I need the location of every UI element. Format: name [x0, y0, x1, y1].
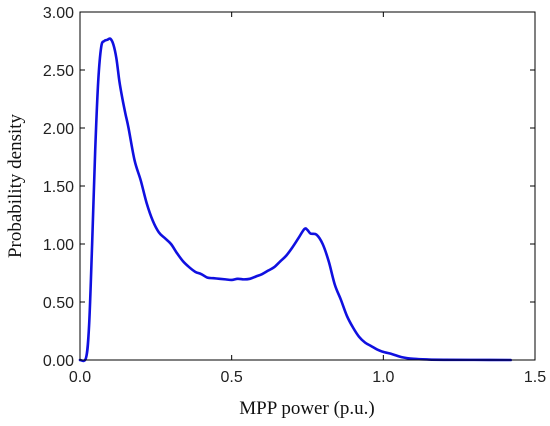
tick-labels: 0.0 0.5 1.0 1.5 0.00 0.50 1.00 1.50 2.00 2.50 3.00: [43, 5, 546, 386]
y-tick-label: 0.00: [43, 353, 74, 370]
y-tick-label: 2.00: [43, 121, 74, 138]
x-tick-label: 0.5: [221, 369, 243, 386]
series-layer: [78, 37, 513, 363]
x-tick-label: 0.0: [69, 369, 91, 386]
x-axis-label: MPP power (p.u.): [239, 398, 374, 419]
x-tick-label: 1.5: [524, 369, 546, 386]
plot-frame: [79, 11, 536, 361]
plot-area: [80, 12, 535, 360]
y-axis-label: Probability density: [5, 113, 26, 258]
x-tick-label: 1.0: [372, 369, 394, 386]
y-tick-label: 0.50: [43, 295, 74, 312]
density-curve: [78, 37, 513, 363]
y-tick-label: 2.50: [43, 63, 74, 80]
y-tick-label: 1.00: [43, 237, 74, 254]
y-tick-label: 1.50: [43, 179, 74, 196]
y-tick-label: 3.00: [43, 5, 74, 22]
